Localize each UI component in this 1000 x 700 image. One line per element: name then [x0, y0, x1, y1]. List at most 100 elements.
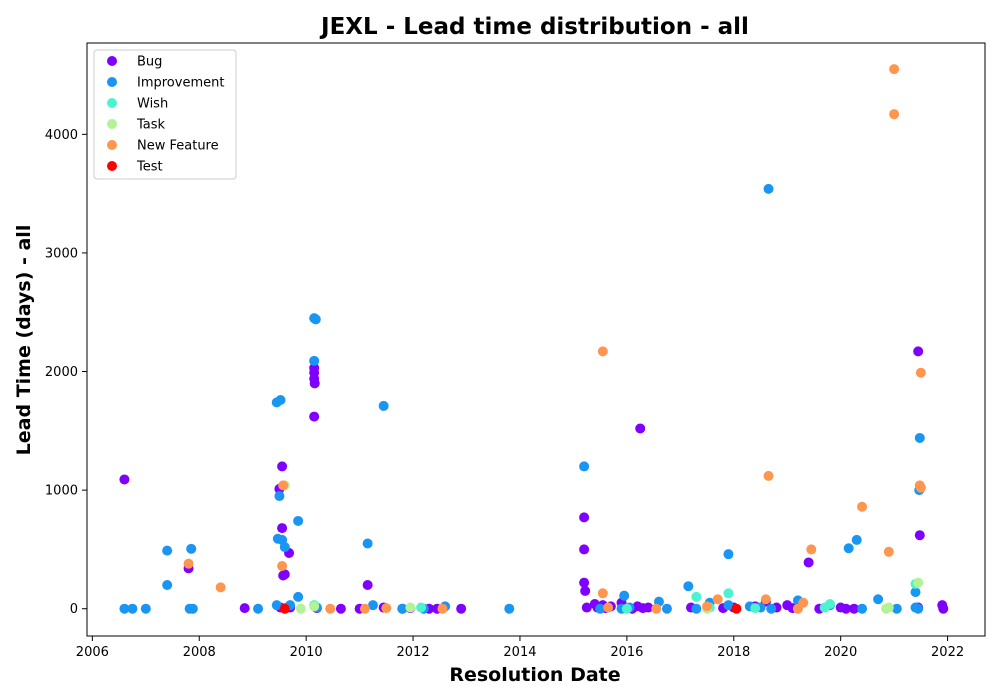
data-point [362, 580, 373, 591]
data-point [397, 603, 408, 614]
x-tick-label: 2010 [290, 645, 323, 660]
data-point [803, 557, 814, 568]
data-point [683, 581, 694, 592]
data-point [595, 603, 606, 614]
data-point [215, 582, 226, 593]
legend-box [93, 49, 237, 180]
legend-marker [107, 161, 117, 171]
data-point [857, 501, 868, 512]
data-point [580, 585, 591, 596]
data-point [913, 577, 924, 588]
data-point [277, 561, 288, 572]
data-point [186, 543, 197, 554]
data-point [731, 603, 742, 614]
data-point [763, 183, 774, 194]
data-point [843, 543, 854, 554]
legend-marker [107, 140, 117, 150]
data-point [915, 367, 926, 378]
series-group [119, 183, 925, 614]
chart-title: JEXL - Lead time distribution - all [319, 14, 749, 40]
legend-label: New Feature [137, 139, 219, 154]
data-point [378, 400, 389, 411]
legend-label: Improvement [137, 76, 224, 91]
data-point [239, 603, 250, 614]
data-point [760, 594, 771, 605]
data-point [913, 603, 924, 614]
data-point [367, 600, 378, 611]
data-point [723, 549, 734, 560]
data-point [309, 601, 320, 612]
data-point [873, 594, 884, 605]
data-point [579, 544, 590, 555]
legend-label: Wish [137, 97, 168, 112]
legend-label: Task [136, 118, 166, 133]
data-point [651, 603, 662, 614]
data-point [723, 588, 734, 599]
data-point [362, 538, 373, 549]
data-point [119, 603, 130, 614]
data-point [579, 577, 590, 588]
data-point [851, 534, 862, 545]
data-point [910, 587, 921, 598]
data-point [309, 355, 320, 366]
data-point [119, 474, 130, 485]
data-point [253, 603, 264, 614]
data-point [914, 432, 925, 443]
data-point [723, 600, 734, 611]
data-point [279, 603, 290, 614]
data-point [763, 470, 774, 481]
data-point [913, 346, 924, 357]
data-point [293, 591, 304, 602]
data-point [579, 461, 590, 472]
data-point [661, 603, 672, 614]
legend-label: Bug [137, 55, 162, 70]
data-point [381, 603, 392, 614]
data-point [619, 590, 630, 601]
data-point [824, 598, 835, 609]
data-point [914, 530, 925, 541]
data-point [857, 603, 868, 614]
data-point [277, 461, 288, 472]
x-tick-label: 2008 [183, 645, 216, 660]
data-point [938, 603, 949, 614]
legend-label: Test [136, 160, 163, 175]
data-point [359, 603, 370, 614]
data-point [712, 594, 723, 605]
data-point [889, 109, 900, 120]
data-point [405, 602, 416, 613]
data-point [335, 603, 346, 614]
data-point [806, 544, 817, 555]
data-point [277, 523, 288, 534]
data-point [271, 600, 282, 611]
data-point [162, 580, 173, 591]
legend-marker [107, 56, 117, 66]
data-point [456, 603, 467, 614]
data-point [416, 602, 427, 613]
x-tick-label: 2012 [397, 645, 430, 660]
data-point [504, 603, 515, 614]
y-tick-label: 1000 [45, 484, 78, 499]
data-point [691, 603, 702, 614]
data-point [162, 545, 173, 556]
data-point [766, 603, 777, 614]
data-point [691, 591, 702, 602]
data-point [293, 515, 304, 526]
y-tick-label: 4000 [45, 128, 78, 143]
series-group [119, 346, 949, 614]
y-tick-label: 3000 [45, 246, 78, 261]
data-point [295, 603, 306, 614]
data-point [597, 346, 608, 357]
legend-marker [107, 98, 117, 108]
data-point [183, 558, 194, 569]
legend-marker [107, 119, 117, 129]
data-point [849, 603, 860, 614]
data-point [841, 603, 852, 614]
plot-area-frame [86, 42, 986, 637]
data-point [437, 603, 448, 614]
data-point [621, 603, 632, 614]
x-axis-title: Resolution Date [449, 664, 620, 686]
data-point [275, 394, 286, 405]
data-point [279, 569, 290, 580]
data-point [581, 602, 592, 613]
